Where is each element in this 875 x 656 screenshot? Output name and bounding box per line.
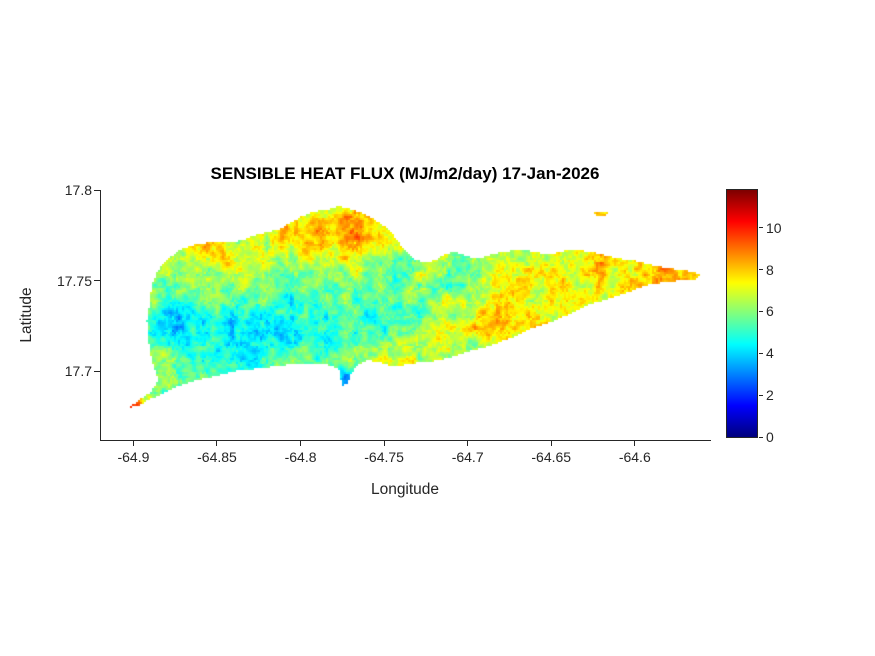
x-tick-mark (634, 441, 636, 446)
x-tick-mark (550, 441, 552, 446)
y-tick-mark (94, 280, 100, 282)
y-tick-label: 17.8 (64, 182, 92, 198)
x-tick-label: -64.85 (197, 449, 237, 465)
x-tick-label: -64.65 (531, 449, 572, 465)
colorbar-gradient (726, 189, 758, 438)
chart-title: SENSIBLE HEAT FLUX (MJ/m2/day) 17-Jan-20… (210, 164, 600, 183)
colorbar-tick-label: 2 (766, 387, 774, 404)
x-tick-mark (467, 441, 469, 446)
colorbar-tick-label: 6 (766, 303, 774, 320)
colorbar-tick-mark (759, 436, 763, 438)
colorbar-tick-mark (759, 227, 763, 229)
colorbar-tick-mark (759, 394, 763, 396)
x-tick-mark (216, 441, 218, 446)
x-tick-mark (300, 441, 302, 446)
y-tick-mark (94, 189, 100, 191)
colorbar-tick-mark (759, 310, 763, 312)
x-tick-mark (383, 441, 385, 446)
x-tick-label: -64.8 (284, 449, 317, 465)
x-tick-label: -64.75 (364, 449, 404, 465)
colorbar-tick-label: 10 (766, 219, 782, 236)
heatmap-canvas (100, 190, 710, 440)
x-axis-label: Longitude (370, 481, 440, 498)
y-axis-label: Latitude (18, 287, 35, 343)
colorbar-tick-label: 4 (766, 345, 774, 362)
x-axis-line (100, 440, 711, 441)
y-tick-label: 17.7 (64, 363, 92, 380)
colorbar-tick-mark (759, 269, 763, 271)
y-axis-line (100, 190, 101, 441)
colorbar-tick-label: 8 (766, 261, 774, 278)
x-tick-label: -64.7 (451, 449, 484, 465)
x-tick-mark (132, 441, 134, 446)
colorbar-tick-label: 0 (766, 429, 774, 445)
x-tick-label: -64.6 (618, 449, 651, 465)
y-tick-mark (94, 370, 100, 372)
x-tick-label: -64.9 (117, 449, 150, 465)
y-tick-label: 17.75 (56, 272, 92, 289)
colorbar-tick-mark (759, 352, 763, 354)
